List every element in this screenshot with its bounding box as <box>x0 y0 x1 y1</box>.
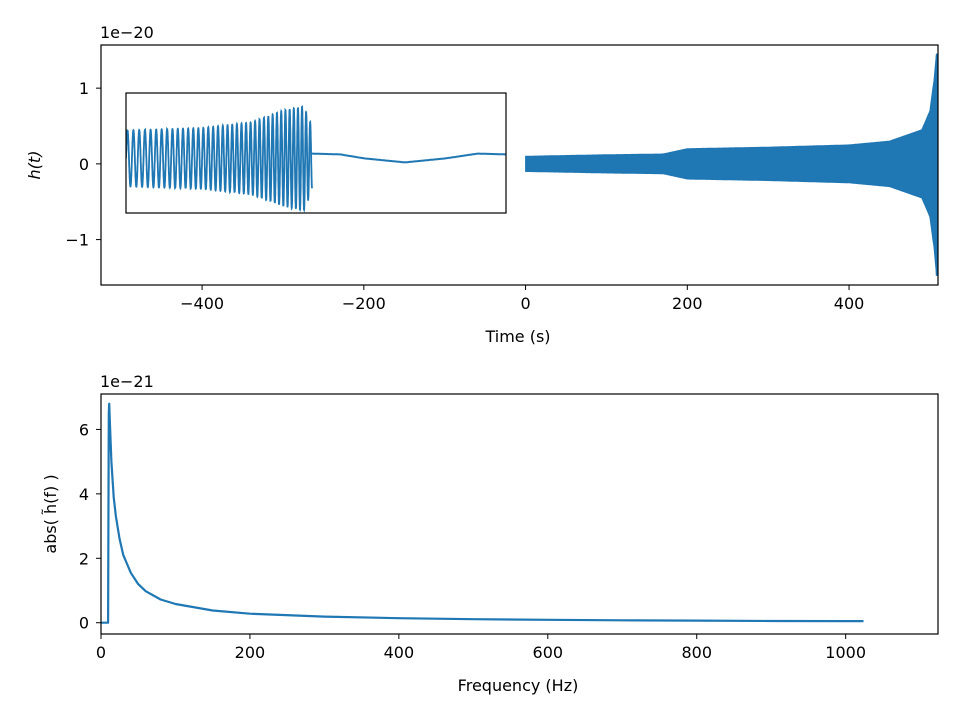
frequency-domain-series <box>101 402 864 624</box>
bottom-y-tick-label: 6 <box>79 420 89 439</box>
top-x-tick-label: 200 <box>672 294 703 313</box>
plot-frame-top <box>100 44 939 286</box>
time-domain-series <box>525 53 938 276</box>
bottom-y-tick-label: 0 <box>79 614 89 633</box>
bottom-x-tick-label: 800 <box>681 643 712 662</box>
top-x-tick-label: −400 <box>180 294 224 313</box>
bottom-x-tick-label: 200 <box>235 643 266 662</box>
inset-frame <box>125 92 507 214</box>
frequency-domain-plot: 0 200 400 600 800 1000 0 2 4 6 1e−21 Frequency (… <box>41 372 939 695</box>
y-ticks-top: −1 0 1 <box>65 79 101 250</box>
top-x-tick-label: 400 <box>834 294 865 313</box>
bottom-x-tick-label: 400 <box>384 643 415 662</box>
time-domain-plot: −400 −200 0 200 400 −1 0 1 1e−20 Time (s) h(t) <box>25 23 939 346</box>
y-axis-label-top: h(t) <box>25 151 44 180</box>
bottom-x-tick-label: 1000 <box>825 643 866 662</box>
y-ticks-bottom: 0 2 4 6 <box>79 420 101 633</box>
chirp-waveform-band <box>525 53 938 275</box>
plot-frame-bottom <box>100 393 939 635</box>
top-y-tick-label: −1 <box>65 231 89 250</box>
y-axis-label-bottom: abs( h̃(f) ) <box>41 474 60 553</box>
x-axis-label-bottom: Frequency (Hz) <box>458 676 579 695</box>
x-ticks-top: −400 −200 0 200 400 <box>180 285 864 313</box>
bottom-x-tick-label: 0 <box>96 643 106 662</box>
top-y-tick-label: 0 <box>79 155 89 174</box>
x-axis-label-top: Time (s) <box>484 327 550 346</box>
top-x-tick-label: −200 <box>342 294 386 313</box>
x-ticks-bottom: 0 200 400 600 800 1000 <box>96 634 866 662</box>
bottom-y-tick-label: 4 <box>79 485 89 504</box>
bottom-y-tick-label: 2 <box>79 549 89 568</box>
y-offset-label-bottom: 1e−21 <box>100 372 154 391</box>
inset-series <box>126 104 506 213</box>
top-x-tick-label: 0 <box>520 294 530 313</box>
y-offset-label-top: 1e−20 <box>100 23 154 42</box>
spectrum-line <box>101 402 864 624</box>
inset-smooth-line <box>312 152 506 164</box>
inset-oscillation-line <box>126 104 313 213</box>
bottom-x-tick-label: 600 <box>533 643 564 662</box>
top-y-tick-label: 1 <box>79 79 89 98</box>
